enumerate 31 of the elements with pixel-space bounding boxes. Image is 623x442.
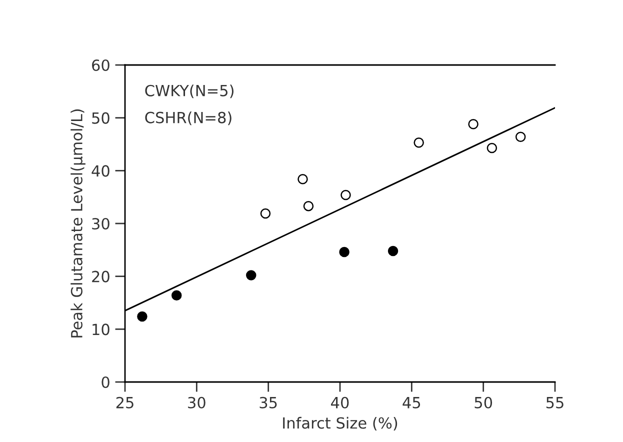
- x-tick-label: 35: [260, 396, 277, 408]
- y-tick-label: 20: [92, 270, 110, 282]
- point: [171, 290, 182, 300]
- annotation: CSHR(N=8): [145, 112, 232, 126]
- point: [515, 132, 526, 142]
- y-tick-label: 50: [92, 112, 110, 124]
- y-axis-title: Peak Glutamate Level(μmol/L): [70, 109, 86, 338]
- point: [414, 138, 424, 148]
- point: [303, 200, 314, 212]
- x-tick-label: 45: [402, 397, 420, 408]
- point: [137, 311, 148, 322]
- y-tick-label: 30: [92, 218, 110, 230]
- x-tick-label: 55: [546, 397, 564, 408]
- point: [340, 190, 351, 200]
- x-tick-label: 40: [331, 396, 349, 408]
- y-tick-label: 0: [102, 376, 110, 388]
- point: [486, 142, 498, 154]
- x-tick-label: 25: [116, 396, 134, 408]
- x-axis-title: Infarct Size (%): [283, 416, 398, 431]
- y-tick-label: 60: [92, 59, 110, 72]
- point: [388, 246, 398, 256]
- x-tick-label: 30: [188, 396, 206, 408]
- point: [246, 270, 256, 280]
- x-tick-label: 50: [474, 396, 492, 408]
- point: [468, 119, 478, 130]
- y-tick-label: 40: [92, 165, 110, 177]
- y-tick-label: 10: [92, 324, 110, 336]
- point: [260, 208, 271, 219]
- annotation: CWKY(N=5): [145, 84, 234, 98]
- point: [298, 174, 308, 184]
- point: [339, 246, 350, 258]
